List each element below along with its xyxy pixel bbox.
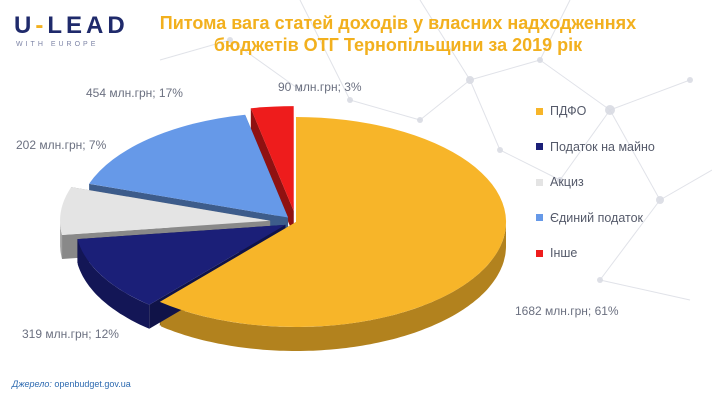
data-label-0: 1682 млн.грн; 61%	[515, 304, 619, 318]
legend-swatch-1	[536, 143, 543, 150]
chart-legend: ПДФО Податок на майно Акциз Єдиний податок І…	[536, 102, 655, 280]
legend-item-1: Податок на майно	[536, 138, 655, 156]
legend-label-3: Єдиний податок	[550, 210, 644, 225]
legend-label-0: ПДФО	[550, 104, 587, 118]
pie-slice-side-2-0	[60, 220, 62, 259]
pie-slice-wall-4-0	[250, 108, 294, 236]
source-label: Джерело:	[12, 379, 52, 389]
pie-slice-0	[159, 116, 507, 327]
pie-slice-side-1-0	[77, 240, 150, 329]
legend-label-1: Податок на майно	[550, 139, 655, 154]
legend-label-4: Інше	[550, 246, 578, 260]
logo-letter-u: U	[14, 12, 36, 39]
legend-item-4: Інше	[536, 244, 655, 262]
pie-slice-4	[250, 106, 294, 212]
pie-slice-2	[60, 187, 271, 235]
data-label-3: 454 млн.грн; 17%	[86, 86, 183, 100]
logo-subtitle: WITH EUROPE	[16, 41, 99, 48]
legend-swatch-0	[536, 107, 543, 115]
source-note: Джерело: openbudget.gov.ua	[12, 379, 131, 389]
data-label-4: 90 млн.грн; 3%	[278, 80, 362, 94]
data-label-2: 202 млн.грн; 7%	[16, 138, 107, 152]
legend-item-0: ПДФО	[536, 102, 655, 120]
data-label-1: 319 млн.грн; 12%	[22, 327, 119, 341]
pie-slice-3	[89, 114, 289, 218]
chart-title: Питома вага статей доходів у власних над…	[118, 12, 678, 56]
legend-item-3: Єдиний податок	[536, 209, 655, 227]
pie-slice-1	[77, 224, 286, 305]
chart-title-line-1: Питома вага статей доходів у власних над…	[159, 13, 637, 33]
u-lead-logo: U-LEAD WITH EUROPE	[14, 12, 129, 48]
chart-title-line-2: бюджетів ОТГ Тернопільщини за 2019 рік	[213, 35, 583, 55]
legend-swatch-3	[536, 214, 543, 221]
pie-slice-side-0-0	[161, 220, 506, 351]
legend-label-2: Акциз	[550, 175, 584, 189]
logo-wordmark: U-LEAD	[14, 12, 129, 40]
legend-item-2: Акциз	[536, 173, 655, 191]
legend-swatch-2	[536, 178, 543, 186]
logo-letters-lead: LEAD	[47, 12, 129, 39]
source-link[interactable]: openbudget.gov.ua	[54, 379, 131, 389]
legend-swatch-4	[536, 249, 543, 257]
logo-dash: -	[35, 12, 48, 39]
